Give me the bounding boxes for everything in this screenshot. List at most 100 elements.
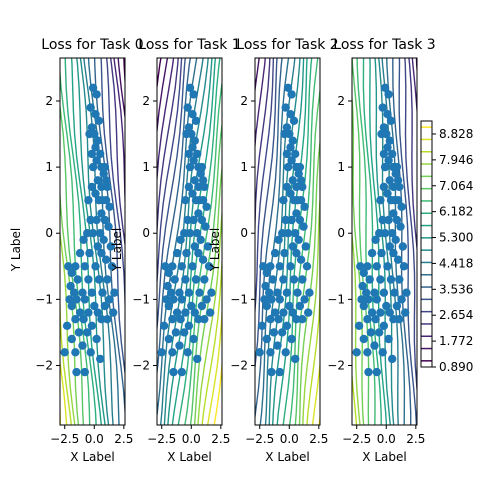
colorbar-tick-label: 7.064 (439, 179, 473, 193)
contour-line (272, 58, 305, 425)
data-point (393, 176, 403, 185)
data-point (101, 255, 111, 264)
data-point (184, 149, 194, 159)
data-point (168, 262, 177, 271)
data-point (372, 367, 381, 377)
contour-line (288, 58, 319, 425)
data-point (379, 123, 389, 132)
data-point (291, 229, 300, 238)
data-point (393, 196, 403, 205)
data-point (193, 354, 202, 364)
data-point (181, 275, 190, 284)
data-point (395, 275, 404, 284)
data-point (182, 248, 191, 258)
data-point (389, 209, 398, 218)
data-point (79, 235, 88, 244)
contour-line (352, 368, 358, 425)
data-point (202, 202, 211, 211)
data-point (176, 235, 185, 244)
data-point (198, 176, 208, 185)
contour-line (201, 252, 222, 425)
subplot-title: Loss for Task 0 (41, 37, 143, 53)
data-point (354, 321, 364, 330)
data-point (85, 248, 94, 258)
y-tick-label: 1 (45, 160, 53, 174)
data-point (262, 334, 271, 344)
data-point (300, 295, 309, 304)
data-point (379, 149, 389, 159)
data-point (187, 301, 196, 311)
data-point (365, 275, 374, 284)
x-tick-label: −2.5 (342, 432, 371, 446)
data-point (382, 301, 391, 311)
data-point (292, 248, 301, 258)
contour-line (105, 58, 125, 325)
data-point (80, 367, 90, 377)
data-point (91, 189, 100, 198)
colorbar-tick-label: 7.946 (439, 153, 473, 167)
colorbar-tick-label: 0.890 (439, 360, 473, 374)
y-axis-label: Y Label (110, 228, 124, 273)
data-point (72, 295, 81, 304)
data-point (287, 215, 296, 225)
data-point (275, 367, 284, 377)
x-axis-label: X Label (70, 450, 114, 464)
data-point (189, 156, 198, 165)
data-point (87, 149, 97, 159)
colorbar-tick-label: 5.300 (439, 231, 473, 245)
data-point (378, 215, 387, 225)
data-point (203, 242, 212, 251)
data-point (293, 288, 302, 297)
data-point (103, 275, 112, 284)
axes-frame (156, 57, 223, 426)
contour-line (352, 228, 361, 425)
y-tick-label: −1 (35, 292, 53, 306)
contour-line (352, 58, 370, 425)
data-point (296, 196, 306, 205)
data-point (91, 262, 100, 271)
data-point (187, 129, 196, 139)
data-point (97, 182, 106, 192)
data-point (274, 315, 283, 324)
data-point (99, 235, 108, 244)
data-point (392, 162, 402, 172)
data-point (88, 229, 98, 238)
y-tick-label: −2 (327, 358, 345, 372)
data-point (288, 242, 297, 251)
data-point (299, 222, 308, 231)
data-point (379, 321, 389, 330)
data-point (84, 308, 93, 317)
data-point (188, 262, 197, 271)
data-point (65, 295, 74, 304)
data-point (285, 129, 294, 139)
contour-line (100, 58, 125, 378)
data-point (110, 288, 119, 297)
data-point (189, 334, 198, 344)
data-point (283, 229, 293, 238)
subplot-title: Loss for Task 3 (333, 37, 435, 53)
data-point (364, 295, 373, 304)
data-point (289, 196, 299, 205)
data-point (280, 248, 289, 258)
y-axis-label: Y Label (9, 228, 23, 273)
data-point (183, 103, 192, 112)
contour-line (189, 120, 222, 425)
subplot-1: −2.5 0.0 2.5 −2 −1 0 1 2 Loss for Task 1 X Label Y… (110, 37, 241, 464)
data-point (88, 83, 98, 93)
data-point (71, 262, 80, 271)
data-point (177, 262, 186, 271)
data-point (92, 90, 101, 99)
data-point (78, 341, 87, 350)
contour-line (157, 58, 183, 290)
data-point (164, 301, 173, 311)
data-point (86, 348, 95, 357)
data-point (266, 315, 275, 324)
data-point (389, 248, 398, 258)
contour-line (109, 58, 125, 250)
data-point (188, 189, 197, 198)
data-point (292, 182, 301, 192)
data-point (372, 262, 381, 271)
data-point (100, 162, 110, 172)
data-point (197, 215, 207, 225)
data-point (98, 288, 107, 297)
